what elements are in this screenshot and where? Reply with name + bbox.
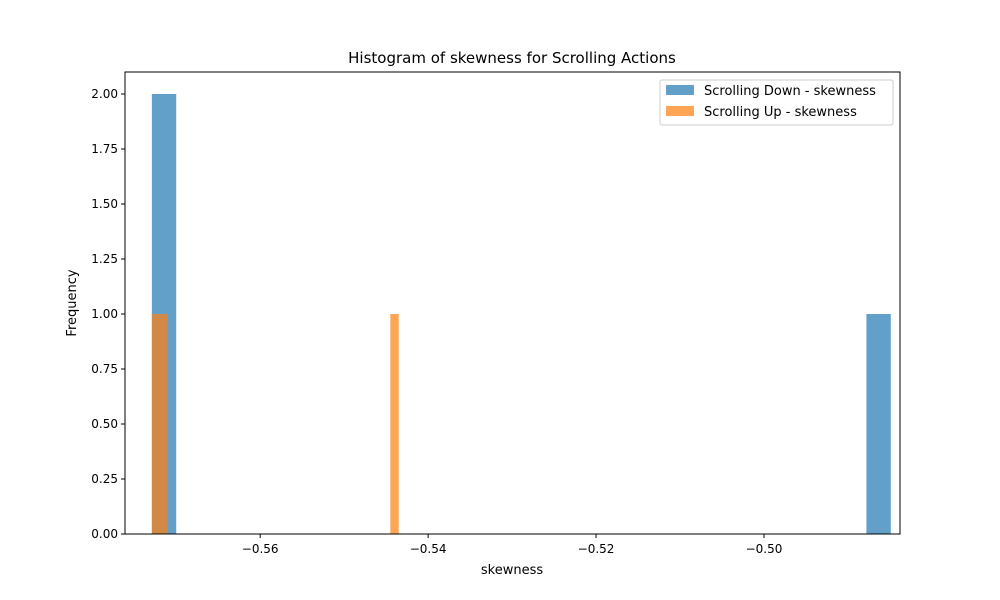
- y-tick-label: 0.50: [91, 417, 118, 431]
- y-tick-label: 1.50: [91, 197, 118, 211]
- y-tick-label: 1.25: [91, 252, 118, 266]
- legend: Scrolling Down - skewness Scrolling Up -…: [659, 79, 894, 126]
- y-axis-ticks: 0.00 0.25 0.50 0.75 1.00 1.25 1.50 1.75 2.00: [91, 87, 125, 541]
- legend-label-scrolling-up: Scrolling Up - skewness: [704, 105, 857, 120]
- x-tick-label: −0.50: [746, 542, 783, 556]
- x-tick-label: −0.54: [410, 542, 447, 556]
- y-tick-label: 0.75: [91, 362, 118, 376]
- y-tick-label: 2.00: [91, 87, 118, 101]
- legend-swatch-scrolling-down: [666, 85, 694, 95]
- y-tick-label: 0.25: [91, 472, 118, 486]
- legend-swatch-scrolling-up: [666, 106, 694, 116]
- bar-series-1-bin-0: [151, 314, 168, 534]
- x-tick-label: −0.56: [242, 542, 279, 556]
- x-axis-label: skewness: [481, 563, 543, 578]
- y-tick-label: 0.00: [91, 527, 118, 541]
- bar-series-0-bin-1: [866, 314, 891, 534]
- y-tick-label: 1.00: [91, 307, 118, 321]
- legend-box: [659, 79, 894, 126]
- legend-label-scrolling-down: Scrolling Down - skewness: [704, 84, 876, 99]
- chart-title: Histogram of skewness for Scrolling Acti…: [348, 49, 676, 67]
- x-tick-label: −0.52: [578, 542, 615, 556]
- bar-series-1-bin-1: [390, 314, 399, 534]
- y-axis-label: Frequency: [65, 269, 80, 336]
- bars-layer: [151, 94, 891, 534]
- y-tick-label: 1.75: [91, 142, 118, 156]
- plot-frame: [124, 71, 901, 535]
- x-axis-ticks: −0.56 −0.54 −0.52 −0.50: [242, 534, 783, 556]
